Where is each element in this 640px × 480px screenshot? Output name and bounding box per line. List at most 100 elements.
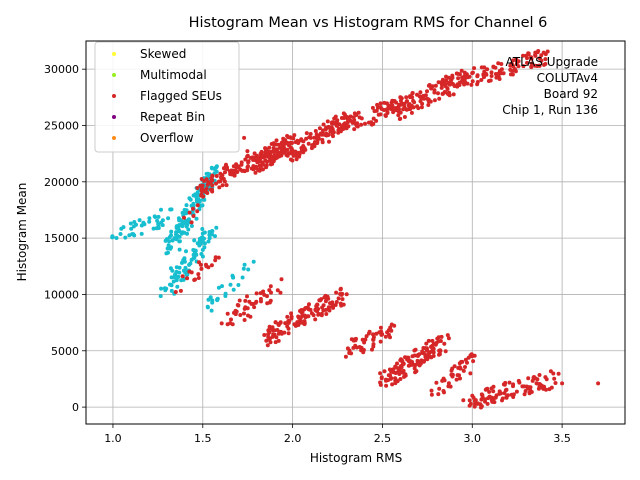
data-point — [184, 249, 188, 254]
data-point — [353, 343, 358, 348]
data-point — [279, 277, 284, 282]
data-point — [265, 343, 270, 348]
data-point — [504, 387, 509, 392]
data-point — [410, 91, 415, 96]
data-point — [548, 369, 553, 374]
data-point — [304, 136, 309, 141]
data-point — [238, 313, 243, 317]
data-point — [463, 365, 467, 369]
y-tick-label: 20000 — [44, 176, 79, 189]
data-point — [189, 220, 194, 225]
data-point — [200, 231, 205, 236]
data-point — [378, 105, 383, 109]
data-point — [293, 149, 298, 154]
data-point — [514, 389, 519, 394]
data-point — [200, 239, 205, 243]
data-point — [499, 62, 504, 66]
data-point — [275, 151, 280, 156]
data-point — [302, 313, 307, 318]
data-point — [292, 133, 297, 138]
data-point — [185, 276, 190, 281]
data-point — [268, 284, 273, 289]
data-point — [128, 221, 133, 226]
data-point — [158, 294, 163, 299]
data-point — [338, 286, 343, 291]
data-point — [287, 318, 292, 323]
data-point — [210, 183, 215, 188]
data-point — [268, 150, 273, 155]
data-point — [232, 172, 237, 177]
data-point — [346, 124, 351, 129]
data-point — [386, 378, 391, 383]
data-point — [309, 146, 314, 151]
data-point — [198, 262, 203, 267]
data-point — [175, 284, 180, 289]
data-point — [306, 141, 311, 146]
data-point — [535, 377, 540, 382]
data-point — [356, 110, 361, 115]
data-point — [434, 380, 439, 385]
data-point — [164, 251, 169, 256]
data-point — [491, 389, 496, 394]
data-point — [388, 335, 392, 340]
data-point — [213, 258, 218, 263]
data-point — [327, 308, 332, 313]
data-point — [197, 243, 202, 248]
data-point — [330, 132, 335, 137]
data-point — [296, 141, 301, 145]
data-point — [114, 236, 119, 240]
data-point — [195, 209, 200, 214]
data-point — [123, 235, 128, 240]
data-point — [390, 382, 395, 387]
data-point — [177, 265, 182, 270]
data-point — [323, 293, 328, 298]
data-point — [378, 101, 383, 106]
y-tick-label: 5000 — [51, 345, 79, 358]
data-point — [454, 71, 459, 76]
data-point — [511, 384, 515, 389]
data-point — [393, 364, 398, 369]
data-point — [316, 136, 321, 141]
data-point — [393, 381, 398, 386]
data-point — [397, 107, 401, 112]
data-point — [205, 304, 210, 309]
data-point — [283, 321, 288, 326]
data-point — [321, 308, 326, 313]
y-tick-label: 0 — [72, 401, 79, 414]
data-point — [436, 80, 441, 85]
data-point — [316, 312, 321, 317]
chart-title: Histogram Mean vs Histogram RMS for Chan… — [189, 15, 548, 31]
data-point — [443, 84, 448, 88]
data-point — [320, 137, 325, 142]
data-point — [280, 141, 285, 146]
data-point — [429, 388, 434, 393]
data-point — [468, 353, 473, 358]
data-point — [286, 331, 291, 336]
data-point — [450, 73, 455, 78]
data-point — [392, 323, 397, 328]
data-point — [156, 221, 161, 226]
data-point — [289, 311, 294, 316]
data-point — [493, 72, 498, 76]
data-point — [184, 211, 189, 216]
data-point — [256, 157, 261, 162]
data-point — [261, 289, 266, 294]
data-point — [279, 148, 284, 153]
axes-frame — [85, 40, 626, 425]
data-point — [208, 187, 213, 192]
legend-box — [94, 41, 240, 153]
data-point — [253, 165, 258, 170]
data-point — [288, 135, 293, 140]
data-point — [272, 328, 277, 333]
data-point — [327, 139, 331, 144]
data-point — [313, 317, 318, 322]
data-point — [436, 392, 441, 397]
data-point — [313, 129, 318, 133]
data-point — [537, 63, 542, 68]
data-point — [437, 96, 442, 101]
data-point — [525, 60, 529, 65]
data-point — [301, 321, 306, 326]
data-point — [266, 332, 271, 337]
data-point — [416, 353, 420, 357]
data-point — [417, 363, 422, 368]
